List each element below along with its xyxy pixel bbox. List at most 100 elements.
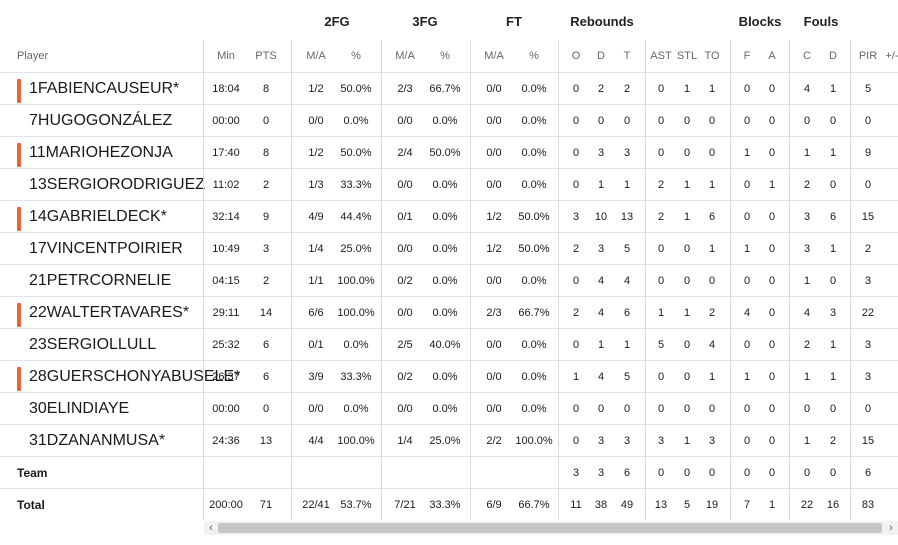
stat-fg2-pct: 0.0% bbox=[343, 114, 369, 127]
stat-fg3-pct: 0.0% bbox=[432, 274, 458, 287]
stat-reb-t: 3 bbox=[623, 434, 631, 447]
player-name-link[interactable]: 30 ELI NDIAYE bbox=[29, 393, 129, 424]
column-header-to[interactable]: TO bbox=[704, 50, 720, 62]
player-name-link[interactable]: 21 PETR CORNELIE bbox=[29, 265, 171, 296]
stat-reb-t: 0 bbox=[623, 402, 631, 415]
stat-min: 00:00 bbox=[212, 402, 240, 415]
stat-reb-d: 4 bbox=[597, 306, 605, 319]
stat-fg2-ma: 1/2 bbox=[308, 82, 324, 95]
stat-to: 0 bbox=[708, 402, 716, 415]
stat-foul-c: 0 bbox=[803, 114, 811, 127]
column-header-reb-t[interactable]: T bbox=[623, 50, 631, 62]
stat-blk-f: 7 bbox=[743, 498, 751, 511]
stat-ast: 0 bbox=[657, 370, 665, 383]
stat-ft-pct: 66.7% bbox=[518, 498, 550, 511]
stat-pts: 9 bbox=[262, 210, 270, 223]
player-name-link[interactable]: 7 HUGO GONZÁLEZ bbox=[29, 105, 172, 136]
player-number: 7 bbox=[29, 111, 38, 129]
player-name-link[interactable]: 31 DZANAN MUSA * bbox=[29, 425, 165, 456]
stat-ft-ma: 2/2 bbox=[486, 434, 502, 447]
stat-reb-d: 3 bbox=[597, 434, 605, 447]
column-header-fg3-ma[interactable]: M/A bbox=[395, 50, 415, 62]
stat-fg3-ma: 0/0 bbox=[397, 402, 413, 415]
stat-min: 200:00 bbox=[209, 498, 243, 511]
column-header-ft-pct[interactable]: % bbox=[529, 50, 539, 62]
stat-foul-d: 3 bbox=[829, 306, 837, 319]
stat-ft-ma bbox=[474, 457, 514, 488]
player-name-link[interactable]: 17 VINCENT POIRIER bbox=[29, 233, 183, 264]
player-name-link[interactable]: 14 GABRIEL DECK * bbox=[29, 201, 167, 232]
stat-stl: 1 bbox=[683, 210, 691, 223]
stat-fg2-pct: 100.0% bbox=[337, 274, 375, 287]
player-first-name: ELI bbox=[46, 399, 71, 417]
scroll-thumb[interactable] bbox=[218, 523, 882, 533]
stat-blk-a: 0 bbox=[768, 338, 776, 351]
column-header-foul-c[interactable]: C bbox=[803, 50, 811, 62]
player-first-name: DZANAN bbox=[46, 431, 113, 449]
table-row: 14 GABRIEL DECK * 32:14 9 4/9 44.4% 0/1 0.0% 1/2 50… bbox=[0, 200, 898, 232]
stat-ast: 13 bbox=[654, 498, 668, 511]
column-header-reb-d[interactable]: D bbox=[597, 50, 605, 62]
scroll-left-icon[interactable]: ‹ bbox=[209, 522, 213, 534]
stat-to: 1 bbox=[708, 242, 716, 255]
stat-ft-ma: 0/0 bbox=[486, 146, 502, 159]
stat-reb-d: 3 bbox=[597, 146, 605, 159]
table-row: 1 FABIEN CAUSEUR * 18:04 8 1/2 50.0% 2/3 66.7% 0/0… bbox=[0, 72, 898, 104]
column-header-blk-a[interactable]: A bbox=[768, 50, 776, 62]
column-header-fg3-pct[interactable]: % bbox=[440, 50, 450, 62]
player-last-name: CAUSEUR bbox=[94, 79, 174, 97]
stat-foul-c: 2 bbox=[803, 178, 811, 191]
stat-fg2-ma: 3/9 bbox=[308, 370, 324, 383]
stat-reb-o: 11 bbox=[570, 498, 582, 511]
player-name-link[interactable]: 22 WALTER TAVARES * bbox=[29, 297, 189, 328]
scroll-right-icon[interactable]: › bbox=[889, 522, 893, 534]
stat-pir: 3 bbox=[864, 370, 872, 383]
column-header-blk-f[interactable]: F bbox=[743, 50, 751, 62]
player-name-link[interactable]: 11 MARIO HEZONJA bbox=[29, 137, 173, 168]
stat-fg2-pct: 25.0% bbox=[340, 242, 372, 255]
starter-indicator bbox=[17, 367, 21, 391]
column-header-ft-ma[interactable]: M/A bbox=[484, 50, 504, 62]
stat-ft-pct: 0.0% bbox=[521, 402, 547, 415]
player-name-link[interactable]: 13 SERGIO RODRIGUEZ bbox=[29, 169, 205, 200]
column-header-player[interactable]: Player bbox=[17, 50, 49, 62]
starter-indicator bbox=[17, 79, 21, 103]
player-last-name: TAVARES bbox=[111, 303, 183, 321]
stat-pts: 2 bbox=[262, 178, 270, 191]
column-header-pir[interactable]: PIR bbox=[858, 50, 878, 62]
table-row: 13 SERGIO RODRIGUEZ 11:02 2 1/3 33.3% 0/0 0.0% 0/… bbox=[0, 168, 898, 200]
column-header-foul-d[interactable]: D bbox=[829, 50, 837, 62]
starter-indicator bbox=[17, 207, 21, 231]
horizontal-scrollbar[interactable]: ‹ › bbox=[204, 521, 898, 535]
column-header-fg2-pct[interactable]: % bbox=[351, 50, 361, 62]
column-header-pm[interactable]: +/- bbox=[885, 50, 898, 62]
column-header-ast[interactable]: AST bbox=[650, 50, 672, 62]
column-header-fg2-ma[interactable]: M/A bbox=[306, 50, 326, 62]
stat-pir: 0 bbox=[864, 178, 872, 191]
stat-reb-t: 5 bbox=[623, 370, 631, 383]
stat-blk-a: 1 bbox=[768, 178, 776, 191]
stat-blk-a: 0 bbox=[768, 274, 776, 287]
stat-fg2-ma bbox=[296, 457, 336, 488]
stat-fg3-pct: 0.0% bbox=[432, 370, 458, 383]
player-number: 14 bbox=[29, 207, 47, 225]
column-header-stl[interactable]: STL bbox=[676, 50, 698, 62]
column-divider bbox=[730, 40, 731, 520]
stat-fg2-ma: 1/1 bbox=[308, 274, 324, 287]
player-name-link[interactable]: 28 GUERSCHON YABUSELE * bbox=[29, 361, 240, 392]
stat-ast: 2 bbox=[657, 210, 665, 223]
player-name-link[interactable]: 23 SERGIO LLULL bbox=[29, 329, 156, 360]
stat-ft-ma: 1/2 bbox=[486, 242, 502, 255]
player-name-link[interactable]: 1 FABIEN CAUSEUR * bbox=[29, 73, 179, 104]
player-last-name: POIRIER bbox=[117, 239, 183, 257]
column-header-pts[interactable]: PTS bbox=[255, 50, 277, 62]
stat-to: 0 bbox=[708, 274, 716, 287]
stat-ast: 0 bbox=[657, 146, 665, 159]
stat-fg3-ma: 0/2 bbox=[397, 370, 413, 383]
stat-fg2-ma: 1/2 bbox=[308, 146, 324, 159]
group-header-rebounds: Rebounds bbox=[570, 14, 634, 29]
column-header-min[interactable]: Min bbox=[217, 50, 235, 62]
column-header-reb-o[interactable]: O bbox=[571, 50, 581, 62]
stat-stl: 5 bbox=[683, 498, 691, 511]
player-number: 31 bbox=[29, 431, 47, 449]
